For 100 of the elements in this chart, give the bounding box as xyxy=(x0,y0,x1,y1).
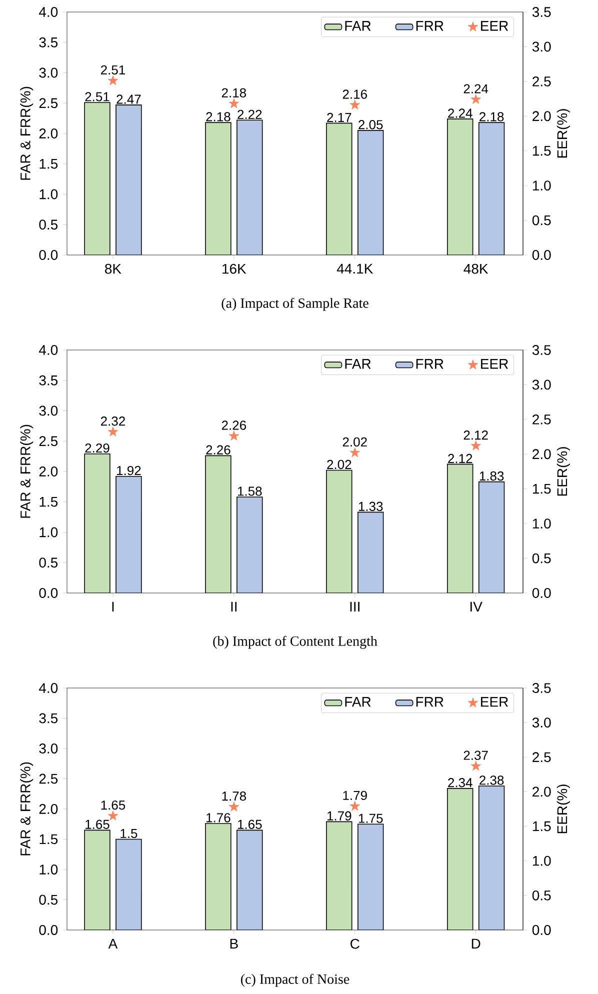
data-label: 2.37 xyxy=(464,750,488,760)
bar xyxy=(84,830,110,930)
y2-tick-label: 3.0 xyxy=(532,42,551,52)
bar xyxy=(116,838,142,930)
y2-tick-label: 1.0 xyxy=(532,180,551,191)
data-label: 2.18 xyxy=(206,112,230,122)
x-tick-label: I xyxy=(112,602,114,612)
bar xyxy=(357,824,384,930)
legend-label: EER xyxy=(481,359,508,369)
y2-tick-label: 3.0 xyxy=(532,718,551,728)
x-tick-label: A xyxy=(108,938,118,948)
y-tick-label: 2.5 xyxy=(39,98,58,108)
y2-tick-label: 3.5 xyxy=(532,683,551,693)
y2-tick-label: 3.5 xyxy=(532,345,551,355)
y2-tick-label: 0.0 xyxy=(532,588,551,598)
bar xyxy=(205,455,232,593)
data-label: 1.92 xyxy=(117,466,141,476)
data-label: 2.26 xyxy=(206,445,230,454)
data-label: 2.18 xyxy=(480,112,504,122)
point xyxy=(228,98,240,108)
x-tick-label: IV xyxy=(470,602,482,612)
point xyxy=(108,426,118,436)
data-label: 2.12 xyxy=(464,430,488,440)
y-tick-label: 2.0 xyxy=(39,128,58,138)
y-tick-label: 0.5 xyxy=(39,558,58,568)
point xyxy=(108,810,118,820)
y-tick-label: 2.0 xyxy=(39,466,58,476)
point xyxy=(350,447,360,458)
x-tick-label: 16K xyxy=(222,264,246,274)
y-tick-label: 3.5 xyxy=(39,375,58,386)
y-tick-label: 3.5 xyxy=(39,713,58,724)
legend-label: FAR xyxy=(345,697,371,707)
data-label: 2.02 xyxy=(342,437,367,447)
y-tick-label: 0.0 xyxy=(39,925,58,935)
y2-tick-label: 2.0 xyxy=(532,449,551,460)
data-label: 1.65 xyxy=(86,820,110,829)
y2-tick-label: 2.0 xyxy=(532,111,551,122)
legend-label: FRR xyxy=(416,697,444,707)
y-axis-title: FAR & FRR(%) xyxy=(20,424,34,518)
point xyxy=(228,430,240,440)
text: (b) Impact of Content Length xyxy=(213,636,378,649)
legend-label: FRR xyxy=(416,359,444,369)
y2-tick-label: 1.5 xyxy=(532,146,551,156)
point xyxy=(350,100,360,110)
bar xyxy=(205,823,232,930)
y2-tick-label: 2.0 xyxy=(532,786,551,797)
data-label: 2.38 xyxy=(480,776,504,785)
data-label: 2.02 xyxy=(327,460,352,470)
data-label: 2.05 xyxy=(358,120,383,130)
y2-tick-label: 1.0 xyxy=(532,518,551,529)
y-tick-label: 1.5 xyxy=(40,158,58,169)
y-tick-label: 1.5 xyxy=(40,834,58,844)
y-tick-label: 2.0 xyxy=(39,804,58,814)
legend-label: FRR xyxy=(416,21,444,31)
data-label: 1.65 xyxy=(101,800,126,810)
y-tick-label: 1.0 xyxy=(40,189,58,200)
y-tick-label: 2.5 xyxy=(39,436,58,446)
y-tick-label: 1.0 xyxy=(40,864,58,874)
data-label: 1.76 xyxy=(206,813,230,822)
y2-axis-title: EER(%) xyxy=(556,109,570,158)
data-label: 2.32 xyxy=(100,416,125,426)
y-axis-title: FAR & FRR(%) xyxy=(20,86,34,180)
y-tick-label: 4.0 xyxy=(38,7,58,17)
x-tick-label: D xyxy=(472,938,480,948)
x-tick-label: 44.1K xyxy=(336,264,374,274)
y2-tick-label: 0.5 xyxy=(532,890,551,900)
y2-tick-label: 0.0 xyxy=(532,925,551,935)
y-axis-title: FAR & FRR(%) xyxy=(20,762,34,856)
y2-tick-label: 2.5 xyxy=(532,414,551,424)
data-label: 2.47 xyxy=(116,94,141,104)
text: (a) Impact of Sample Rate xyxy=(222,298,368,311)
legend-label: EER xyxy=(481,697,508,707)
data-label: 2.34 xyxy=(448,778,472,788)
y2-tick-label: 1.0 xyxy=(532,856,551,866)
point xyxy=(470,94,481,104)
x-tick-label: 8K xyxy=(105,264,122,274)
bar xyxy=(84,102,110,255)
bar xyxy=(326,470,352,593)
data-label: 2.24 xyxy=(464,84,488,94)
y-tick-label: 4.0 xyxy=(38,345,58,355)
y2-tick-label: 0.5 xyxy=(532,553,551,564)
data-label: 2.51 xyxy=(85,92,110,102)
point xyxy=(350,800,360,811)
x-tick-label: 48K xyxy=(464,264,488,274)
point xyxy=(108,75,118,86)
y-tick-label: 4.0 xyxy=(38,683,58,693)
data-label: 1.33 xyxy=(358,502,383,511)
y2-tick-label: 3.0 xyxy=(532,380,551,390)
bar xyxy=(447,118,474,255)
y-tick-label: 3.5 xyxy=(39,37,58,48)
data-label: 2.18 xyxy=(222,88,246,98)
bar xyxy=(326,122,352,255)
y-tick-label: 3.0 xyxy=(39,406,58,416)
data-label: 2.22 xyxy=(238,110,262,119)
bar xyxy=(478,786,505,930)
legend-label: FAR xyxy=(345,359,371,369)
y-tick-label: 0.5 xyxy=(39,220,58,230)
y2-tick-label: 0.5 xyxy=(532,215,551,226)
data-label: 1.79 xyxy=(343,790,367,800)
y2-axis-title: EER(%) xyxy=(556,784,570,834)
